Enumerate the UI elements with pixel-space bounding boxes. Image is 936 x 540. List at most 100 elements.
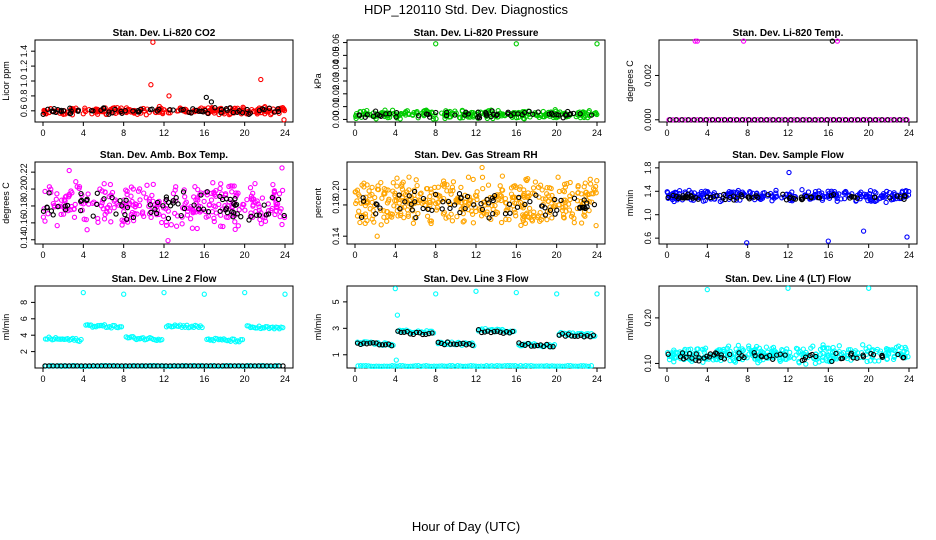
data-point	[398, 329, 404, 336]
data-point	[229, 189, 235, 195]
data-point	[483, 211, 490, 217]
data-point	[506, 201, 513, 207]
data-point	[62, 207, 69, 213]
data-point	[426, 330, 432, 337]
data-point	[517, 362, 524, 369]
data-point	[721, 346, 727, 353]
data-point	[870, 352, 877, 358]
data-point	[238, 214, 244, 220]
data-point	[842, 117, 849, 123]
data-point	[412, 199, 418, 205]
data-point	[478, 213, 485, 219]
data-point	[758, 117, 764, 123]
data-point	[266, 105, 272, 111]
data-point	[825, 238, 831, 244]
data-point	[868, 350, 874, 357]
y-tick-label: 1	[331, 352, 341, 357]
x-tick-label: 24	[904, 128, 914, 138]
data-point	[478, 201, 484, 207]
x-tick-label: 0	[664, 374, 669, 384]
data-point	[428, 220, 434, 227]
data-point	[456, 191, 463, 197]
data-point	[812, 360, 819, 367]
x-tick-label: 20	[240, 128, 250, 138]
y-tick-label: 0.20	[19, 180, 29, 198]
data-point	[190, 210, 196, 216]
data-point	[101, 216, 108, 222]
data-point	[703, 117, 709, 123]
data-point	[444, 188, 450, 194]
data-point	[71, 206, 77, 212]
data-point	[513, 289, 519, 296]
data-point	[581, 197, 587, 203]
data-point	[825, 345, 832, 351]
data-point	[124, 216, 130, 222]
data-point	[154, 199, 161, 206]
data-point	[271, 188, 278, 194]
data-point	[418, 190, 424, 196]
data-point	[504, 363, 511, 369]
data-point	[196, 206, 202, 212]
data-point	[273, 203, 280, 210]
x-tick-label: 24	[592, 250, 602, 260]
data-point	[178, 212, 184, 219]
data-point	[569, 191, 575, 197]
data-point	[522, 220, 529, 227]
data-point	[507, 210, 513, 216]
data-point	[216, 201, 222, 208]
data-point	[483, 111, 489, 117]
data-point	[824, 117, 830, 123]
data-point	[502, 195, 509, 202]
data-point	[43, 110, 49, 116]
data-point	[137, 197, 143, 203]
data-point	[427, 193, 433, 200]
data-point	[72, 201, 78, 208]
data-point	[535, 213, 542, 219]
data-point	[232, 196, 238, 202]
data-point	[458, 184, 464, 191]
data-point	[566, 111, 573, 118]
data-point	[582, 213, 588, 219]
data-point	[369, 216, 375, 222]
data-point	[469, 211, 476, 217]
data-point	[445, 214, 452, 220]
y-tick-label: 0.20	[331, 181, 341, 199]
data-point	[885, 117, 891, 123]
data-point	[195, 197, 201, 203]
data-point	[462, 363, 469, 369]
data-point	[578, 363, 584, 369]
data-point	[479, 174, 486, 180]
data-point	[242, 207, 248, 213]
data-point	[499, 363, 505, 369]
data-point	[233, 201, 240, 208]
data-point	[453, 197, 459, 203]
data-point	[410, 220, 417, 226]
data-point	[54, 222, 60, 229]
data-point	[279, 165, 285, 171]
data-point	[225, 214, 231, 221]
data-point	[69, 190, 75, 196]
data-point	[513, 213, 519, 219]
panel-title: Stan. Dev. Line 4 (LT) Flow	[725, 274, 851, 285]
data-point	[536, 363, 542, 369]
data-point	[358, 214, 365, 220]
data-point	[833, 350, 839, 357]
data-point	[744, 240, 750, 246]
data-point	[200, 206, 207, 212]
data-point	[714, 351, 720, 357]
data-point	[406, 174, 412, 180]
data-point	[796, 350, 802, 356]
data-point	[392, 285, 398, 292]
data-point	[565, 363, 571, 369]
data-point	[485, 182, 492, 188]
data-point	[808, 195, 814, 201]
data-point	[211, 218, 217, 225]
x-tick-label: 16	[199, 374, 209, 384]
data-point	[450, 179, 457, 185]
data-point	[593, 222, 599, 229]
data-point	[494, 328, 500, 334]
x-tick-label: 16	[823, 250, 833, 260]
data-point	[170, 198, 176, 204]
data-point	[552, 107, 558, 113]
